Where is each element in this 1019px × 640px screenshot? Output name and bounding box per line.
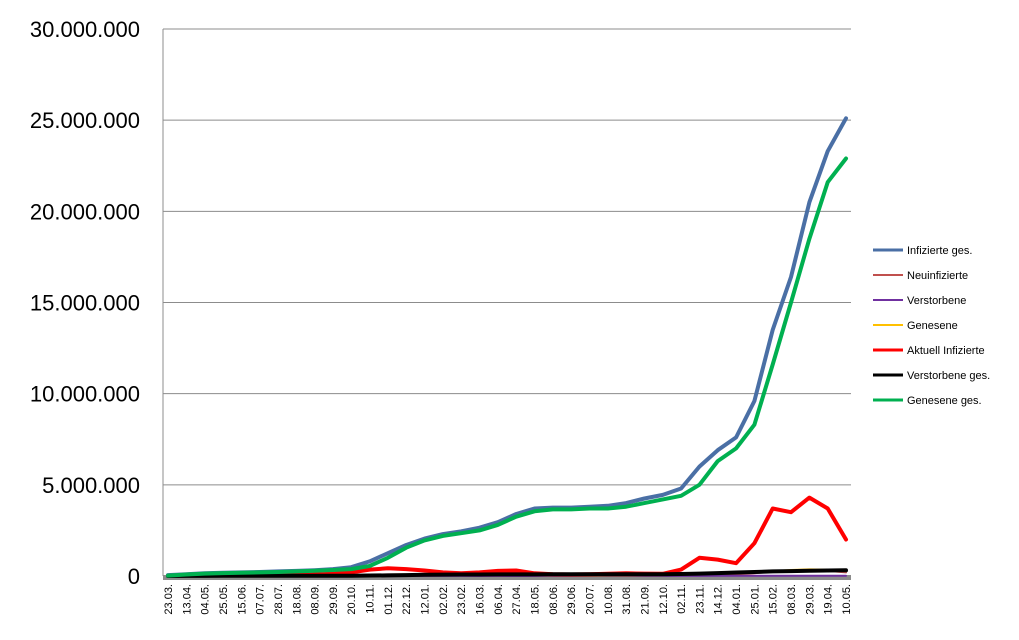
x-tick-label-35: 29.03. [804, 584, 816, 615]
series-line-infizierte-ges- [166, 116, 848, 578]
y-tick-label-1: 5.000.000 [42, 473, 140, 498]
y-tick-label-5: 25.000.000 [30, 108, 140, 133]
x-tick-label-25: 31.08. [621, 584, 633, 615]
x-tick-label-16: 23.02. [456, 584, 468, 615]
legend-label-infizierte-ges-: Infizierte ges. [907, 245, 972, 257]
x-tick-label-23: 20.07. [584, 584, 596, 615]
x-tick-label-15: 02.02. [438, 584, 450, 615]
x-tick-label-31: 04.01. [731, 584, 743, 615]
x-tick-label-2: 04.05. [200, 584, 212, 615]
x-tick-label-26: 21.09. [639, 584, 651, 615]
x-tick-label-13: 22.12. [401, 584, 413, 615]
x-tick-label-33: 15.02. [768, 584, 780, 615]
series-line-verstorbene-ges- [166, 568, 848, 578]
x-tick-label-14: 12.01. [420, 584, 432, 615]
x-tick-label-29: 23.11. [694, 584, 706, 614]
legend-label-neuinfizierte: Neuinfizierte [907, 270, 968, 282]
x-tick-label-6: 28.07. [273, 584, 285, 615]
x-tick-label-1: 13.04. [181, 584, 193, 615]
x-tick-label-0: 23.03. [163, 584, 175, 615]
y-tick-label-6: 30.000.000 [30, 17, 140, 42]
legend-label-genesene: Genesene [907, 320, 958, 332]
x-tick-label-3: 25.05. [218, 584, 230, 615]
x-tick-label-34: 08.03. [786, 584, 798, 615]
y-tick-label-3: 15.000.000 [30, 291, 140, 316]
x-tick-label-28: 02.11. [676, 584, 688, 614]
x-tick-label-12: 01.12. [383, 584, 395, 615]
x-tick-label-17: 16.03. [475, 584, 487, 615]
legend-label-aktuell-infizierte: Aktuell Infizierte [907, 345, 985, 357]
x-axis-band [163, 575, 851, 580]
x-tick-label-24: 10.08. [603, 584, 615, 615]
x-tick-label-10: 20.10. [346, 584, 358, 615]
x-tick-label-5: 07.07. [255, 584, 267, 615]
x-tick-label-20: 18.05. [529, 584, 541, 615]
series-line-aktuell-infizierte [166, 495, 848, 578]
x-tick-label-32: 25.01. [749, 584, 761, 615]
x-tick-label-8: 08.09. [310, 584, 322, 615]
legend-label-verstorbene: Verstorbene [907, 295, 966, 307]
y-tick-label-0: 0 [128, 564, 140, 589]
x-tick-label-27: 12.10. [658, 584, 670, 615]
x-tick-label-9: 29.09. [328, 584, 340, 615]
x-tick-label-30: 14.12. [713, 584, 725, 615]
x-tick-label-22: 29.06. [566, 584, 578, 615]
legend-label-genesene-ges-: Genesene ges. [907, 395, 982, 407]
x-tick-label-36: 19.04. [823, 584, 835, 615]
x-tick-label-21: 08.06. [548, 584, 560, 615]
x-tick-label-37: 10.05. [841, 584, 853, 615]
legend-label-verstorbene-ges-: Verstorbene ges. [907, 370, 990, 382]
x-tick-label-7: 18.08. [291, 584, 303, 615]
series-line-genesene-ges- [166, 156, 848, 578]
x-tick-label-4: 15.06. [236, 584, 248, 615]
x-tick-label-11: 10.11. [365, 584, 377, 614]
x-tick-label-19: 27.04. [511, 584, 523, 615]
x-tick-label-18: 06.04. [493, 584, 505, 615]
y-tick-label-4: 20.000.000 [30, 199, 140, 224]
y-tick-label-2: 10.000.000 [30, 382, 140, 407]
